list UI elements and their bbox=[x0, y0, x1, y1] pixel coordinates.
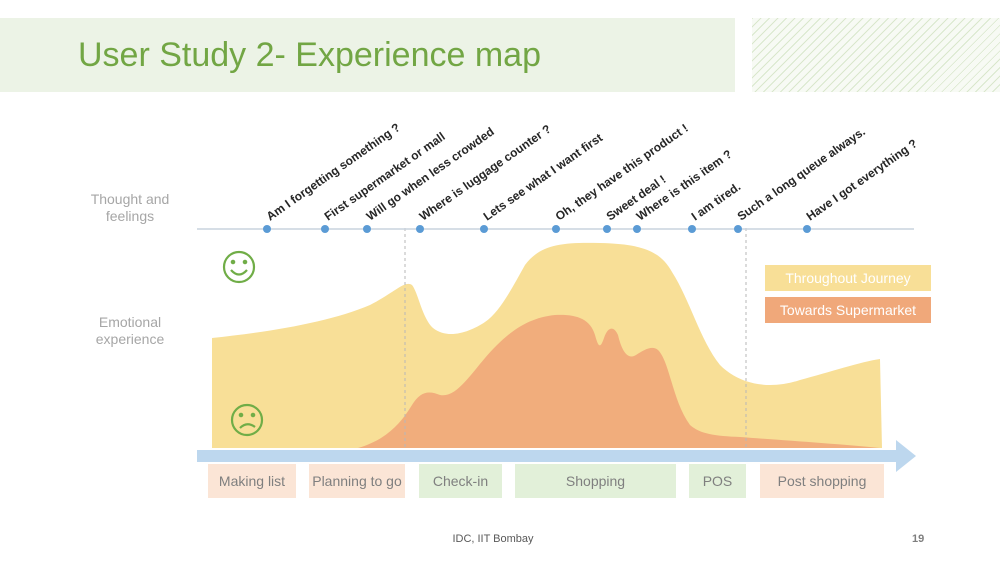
thought-label-line-1: Thought and bbox=[90, 191, 170, 207]
thought-text: Lets see what I want first bbox=[481, 131, 605, 224]
thought-feelings-label: Thought and feelings bbox=[70, 191, 190, 225]
stage-planning-to-go: Planning to go bbox=[309, 464, 405, 498]
thought-point bbox=[803, 225, 811, 233]
thought-point bbox=[633, 225, 641, 233]
thought-point bbox=[734, 225, 742, 233]
emotion-label-line-1: Emotional bbox=[98, 314, 162, 330]
timeline-arrow bbox=[197, 440, 916, 472]
page-title: User Study 2- Experience map bbox=[78, 36, 541, 74]
legend-towards-supermarket: Towards Supermarket bbox=[765, 297, 931, 323]
thought-point bbox=[263, 225, 271, 233]
thought-text: Have I got everything ? bbox=[804, 136, 920, 223]
thought-text: Such a long queue always. bbox=[735, 124, 868, 223]
thought-point bbox=[321, 225, 329, 233]
emotion-label-line-2: experience bbox=[95, 331, 165, 347]
thought-text: I am tired. bbox=[689, 179, 743, 223]
happy-face-icon bbox=[222, 250, 256, 284]
stage-pos: POS bbox=[689, 464, 746, 498]
decorative-hatch bbox=[752, 18, 1000, 92]
thought-point bbox=[416, 225, 424, 233]
stage-shopping: Shopping bbox=[515, 464, 676, 498]
stage-check-in: Check-in bbox=[419, 464, 502, 498]
towards-supermarket-area bbox=[358, 314, 880, 448]
emotional-experience-label: Emotional experience bbox=[70, 314, 190, 348]
footer-institution: IDC, IIT Bombay bbox=[452, 533, 534, 545]
thought-annotations: Am I forgetting something ?First superma… bbox=[263, 120, 920, 233]
stage-post-shopping: Post shopping bbox=[760, 464, 884, 498]
thought-point bbox=[480, 225, 488, 233]
sad-face-icon bbox=[230, 403, 264, 437]
stage-making-list: Making list bbox=[208, 464, 296, 498]
legend-throughout-journey: Throughout Journey bbox=[765, 265, 931, 291]
thought-label-line-2: feelings bbox=[105, 208, 155, 224]
thought-point bbox=[603, 225, 611, 233]
thought-point bbox=[552, 225, 560, 233]
page-number: 19 bbox=[912, 533, 925, 545]
thought-point bbox=[363, 225, 371, 233]
thought-point bbox=[688, 225, 696, 233]
title-band bbox=[0, 18, 735, 92]
